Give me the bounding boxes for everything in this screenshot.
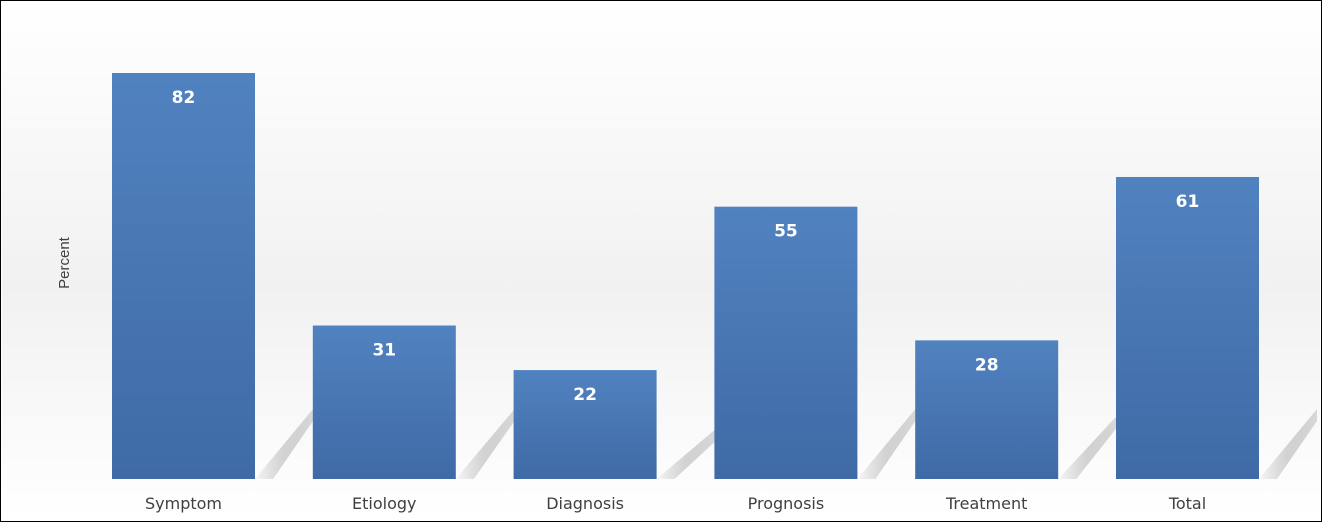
bar-total: [1116, 176, 1259, 479]
data-label-treatment: 28: [975, 355, 999, 375]
y-axis-label: Percent: [56, 236, 73, 289]
data-label-total: 61: [1176, 192, 1200, 212]
x-tick-prognosis: Prognosis: [748, 494, 825, 513]
x-tick-symptom: Symptom: [145, 494, 222, 513]
bars-group: [112, 73, 1259, 479]
bar-diagnosis: [513, 370, 657, 479]
bar-treatment: [915, 340, 1059, 479]
bar-prognosis: [714, 206, 858, 479]
bar-etiology: [312, 325, 456, 479]
x-axis-ticks: Symptom Etiology Diagnosis Prognosis Treatme…: [145, 494, 1206, 513]
data-label-etiology: 31: [372, 341, 396, 361]
data-label-symptom: 82: [172, 88, 196, 108]
bar-shadow-prognosis: [857, 409, 916, 479]
data-label-prognosis: 55: [774, 222, 798, 242]
data-labels-group: 82 31 22 55 28 61: [172, 88, 1200, 405]
data-label-diagnosis: 22: [573, 385, 597, 405]
bar-shadow-etiology: [455, 409, 514, 479]
bar-shadow-treatment: [1058, 416, 1117, 479]
bar-symptom: [112, 73, 255, 479]
bar-shadows: [255, 409, 1317, 479]
x-tick-treatment: Treatment: [945, 494, 1027, 513]
x-tick-diagnosis: Diagnosis: [546, 494, 624, 513]
bar-shadow-symptom: [255, 409, 313, 479]
bar-shadow-diagnosis: [656, 429, 715, 479]
x-tick-etiology: Etiology: [352, 494, 416, 513]
bar-shadow-total: [1259, 409, 1317, 479]
x-tick-total: Total: [1168, 494, 1206, 513]
